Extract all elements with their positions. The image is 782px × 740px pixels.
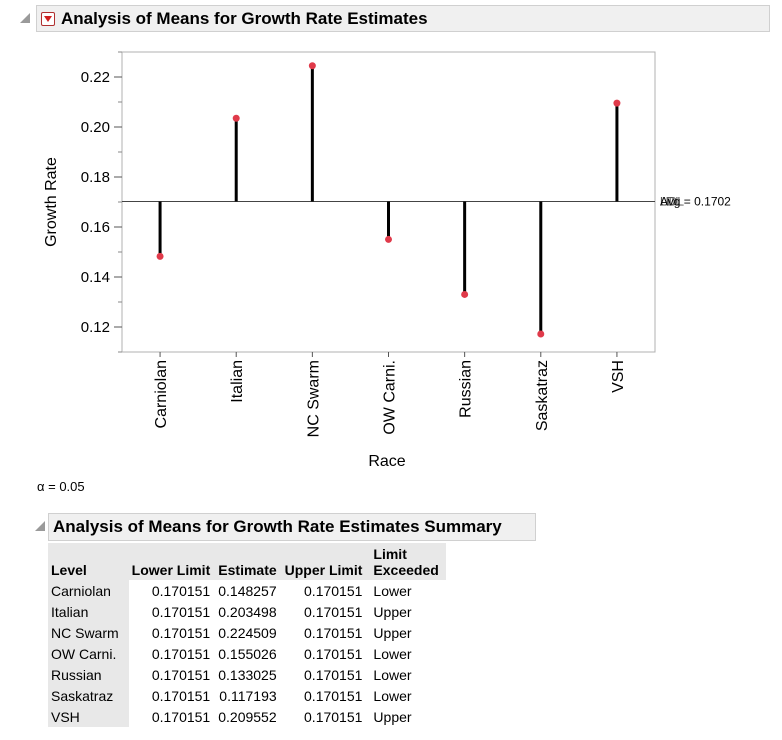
y-tick-label: 0.22	[81, 69, 110, 86]
cell-lower-limit: 0.170151	[151, 687, 211, 704]
disclosure-triangle-icon[interactable]	[20, 12, 32, 24]
summary-title: Analysis of Means for Growth Rate Estima…	[53, 517, 502, 536]
cell-level: Italian	[48, 601, 129, 622]
cell-estimate: 0.133025	[218, 666, 277, 683]
anom-chart: 0.12 0.14 0.16 0.18 0.20 0.22 Carniolan Italia…	[43, 51, 731, 470]
summary-table: Level Lower Limit Estimate Upper Limit L…	[48, 543, 447, 727]
red-triangle-menu-icon[interactable]	[41, 11, 55, 26]
cell-lower-limit: 0.170151	[151, 624, 211, 641]
cell-limit-exceeded: Upper	[373, 708, 412, 725]
x-tick-label: NC Swarm	[305, 360, 322, 437]
x-tick-label: Russian	[458, 360, 475, 418]
cell-lower-limit: 0.170151	[151, 603, 211, 620]
y-tick-label: 0.18	[81, 169, 110, 186]
cell-level: OW Carni.	[48, 643, 129, 664]
point-vsh	[613, 99, 621, 107]
cell-level: Russian	[48, 664, 129, 685]
x-tick-label: VSH	[610, 360, 627, 393]
cell-limit-exceeded: Lower	[373, 582, 412, 599]
col-header-level[interactable]: Level	[48, 543, 129, 580]
y-tick-label: 0.20	[81, 119, 110, 136]
col-header-limit-exceeded[interactable]: Limit Exceeded	[367, 543, 447, 580]
cell-upper-limit: 0.170151	[304, 645, 363, 662]
y-tick-label: 0.16	[81, 219, 110, 236]
col-header-upper-limit[interactable]: Upper Limit	[281, 543, 368, 580]
cell-lower-limit: 0.170151	[151, 645, 211, 662]
cell-lower-limit: 0.170151	[151, 666, 211, 683]
cell-upper-limit: 0.170151	[304, 603, 363, 620]
report-header: Analysis of Means for Growth Rate Estima…	[36, 5, 770, 32]
table-row: OW Carni. 0.170151 0.155026 0.170151 Lower	[48, 643, 446, 664]
cell-upper-limit: 0.170151	[304, 708, 363, 725]
y-axis-label: Growth Rate	[43, 157, 60, 247]
x-tick-label: Carniolan	[153, 360, 170, 428]
cell-upper-limit: 0.170151	[304, 624, 363, 641]
center-line-label: UDL	[660, 195, 684, 209]
col-header-lower-limit[interactable]: Lower Limit	[128, 543, 216, 580]
y-tick-label: 0.12	[81, 319, 110, 336]
center-line-label: LDL	[660, 195, 682, 209]
cell-estimate: 0.155026	[218, 645, 277, 662]
table-row: Saskatraz 0.170151 0.117193 0.170151 Lower	[48, 685, 446, 706]
center-line-label: Avg = 0.1702	[660, 195, 731, 209]
table-row: NC Swarm 0.170151 0.224509 0.170151 Upper	[48, 622, 446, 643]
cell-limit-exceeded: Upper	[373, 603, 412, 620]
table-row: VSH 0.170151 0.209552 0.170151 Upper	[48, 706, 446, 727]
cell-estimate: 0.148257	[218, 582, 277, 599]
cell-estimate: 0.117193	[219, 687, 277, 704]
report-title: Analysis of Means for Growth Rate Estima…	[61, 8, 428, 28]
y-tick-label: 0.14	[81, 269, 110, 286]
point-russian	[461, 290, 469, 298]
summary-disclosure-triangle-icon[interactable]	[35, 520, 47, 532]
cell-upper-limit: 0.170151	[304, 666, 363, 683]
cell-upper-limit: 0.170151	[304, 582, 363, 599]
cell-lower-limit: 0.170151	[151, 582, 211, 599]
point-nc-swarm	[308, 62, 316, 70]
x-tick-label: Italian	[229, 360, 246, 403]
cell-limit-exceeded: Upper	[373, 624, 412, 641]
point-ow-carni-	[385, 235, 392, 243]
col-header-estimate[interactable]: Estimate	[215, 543, 282, 580]
cell-limit-exceeded: Lower	[373, 666, 412, 683]
cell-upper-limit: 0.170151	[304, 687, 363, 704]
cell-estimate: 0.224509	[218, 624, 277, 641]
summary-header-row: Level Lower Limit Estimate Upper Limit L…	[48, 543, 447, 580]
cell-lower-limit: 0.170151	[151, 708, 211, 725]
x-tick-label: Saskatraz	[534, 360, 551, 431]
cell-level: VSH	[48, 706, 129, 727]
x-tick-label: OW Carni.	[382, 360, 399, 435]
x-axis-label: Race	[368, 453, 405, 470]
cell-limit-exceeded: Lower	[373, 645, 412, 662]
alpha-label: α = 0.05	[37, 479, 85, 494]
table-row: Italian 0.170151 0.203498 0.170151 Upper	[48, 601, 446, 622]
table-row: Carniolan 0.170151 0.148257 0.170151 Lower	[48, 580, 446, 601]
cell-estimate: 0.203498	[218, 603, 277, 620]
cell-level: Carniolan	[48, 580, 129, 601]
point-carniolan	[156, 252, 164, 260]
point-italian	[232, 114, 240, 122]
point-saskatraz	[537, 330, 545, 338]
cell-estimate: 0.209552	[218, 708, 277, 725]
table-row: Russian 0.170151 0.133025 0.170151 Lower	[48, 664, 446, 685]
cell-limit-exceeded: Lower	[373, 687, 412, 704]
cell-level: NC Swarm	[48, 622, 129, 643]
cell-level: Saskatraz	[48, 685, 129, 706]
summary-header: Analysis of Means for Growth Rate Estima…	[48, 513, 536, 541]
